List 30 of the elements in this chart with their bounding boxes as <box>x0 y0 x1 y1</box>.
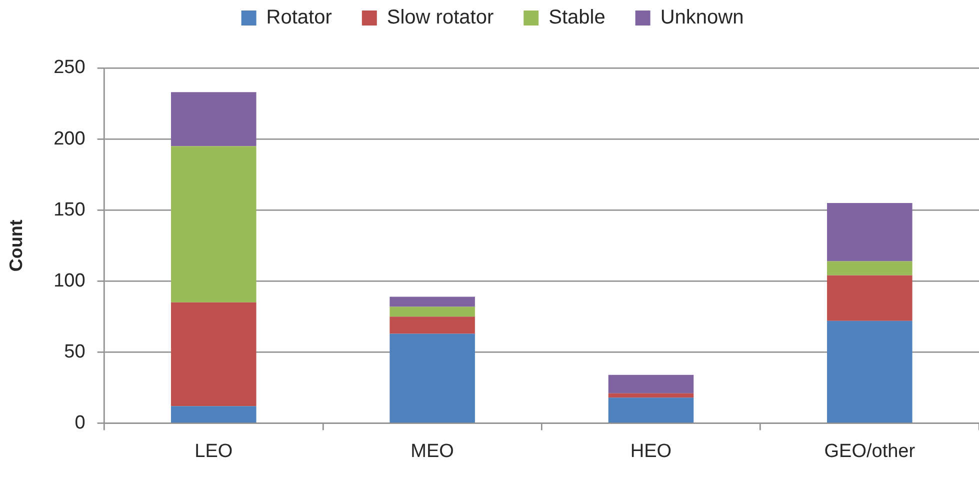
y-tick-label: 50 <box>64 341 86 362</box>
y-tick-label: 0 <box>74 412 86 434</box>
y-axis-title: Count <box>6 220 26 272</box>
bar <box>608 393 694 398</box>
bar <box>390 334 475 423</box>
bar <box>390 316 475 334</box>
bar <box>170 302 256 406</box>
y-tick-label: 200 <box>54 128 86 150</box>
bar <box>390 296 475 307</box>
legend-label: Rotator <box>266 6 332 29</box>
bar <box>170 406 256 423</box>
x-tick-label: LEO <box>194 440 233 462</box>
x-tick-label: HEO <box>630 440 672 462</box>
bar <box>827 261 912 276</box>
bar <box>827 202 912 262</box>
y-tick-label: 150 <box>54 199 86 220</box>
bar <box>608 398 694 423</box>
bar <box>827 275 912 321</box>
bar <box>390 306 475 317</box>
legend-label: Slow rotator <box>386 6 494 29</box>
bar <box>170 92 256 146</box>
bar <box>827 320 912 423</box>
bar <box>170 146 256 302</box>
y-tick-label: 100 <box>54 270 86 292</box>
legend-label: Unknown <box>660 6 744 29</box>
x-tick-label: GEO/other <box>824 440 916 462</box>
y-tick-label: 250 <box>54 57 86 78</box>
bar <box>608 374 694 394</box>
x-tick-label: MEO <box>410 440 454 462</box>
legend-label: Stable <box>548 6 606 29</box>
